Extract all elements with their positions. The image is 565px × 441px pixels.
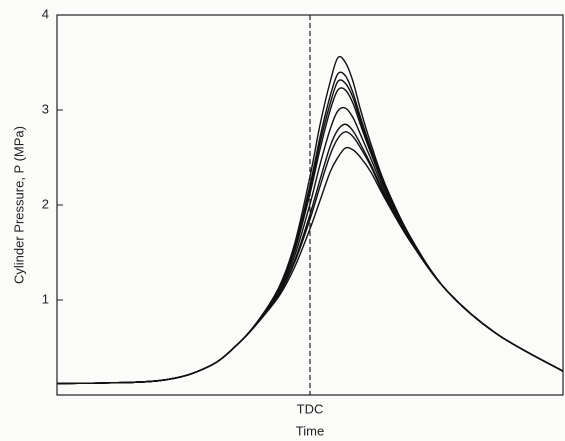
x-axis-title: Time: [296, 423, 324, 438]
y-tick-label: 1: [42, 291, 49, 306]
x-tick-label: TDC: [297, 401, 324, 416]
y-tick-label: 3: [42, 101, 49, 116]
y-tick-label: 2: [42, 196, 49, 211]
pressure-curve: [56, 146, 564, 385]
y-axis-title: Cylinder Pressure, P (MPa): [11, 126, 26, 284]
y-tick-label: 4: [42, 6, 49, 21]
pressure-curve: [56, 106, 564, 385]
